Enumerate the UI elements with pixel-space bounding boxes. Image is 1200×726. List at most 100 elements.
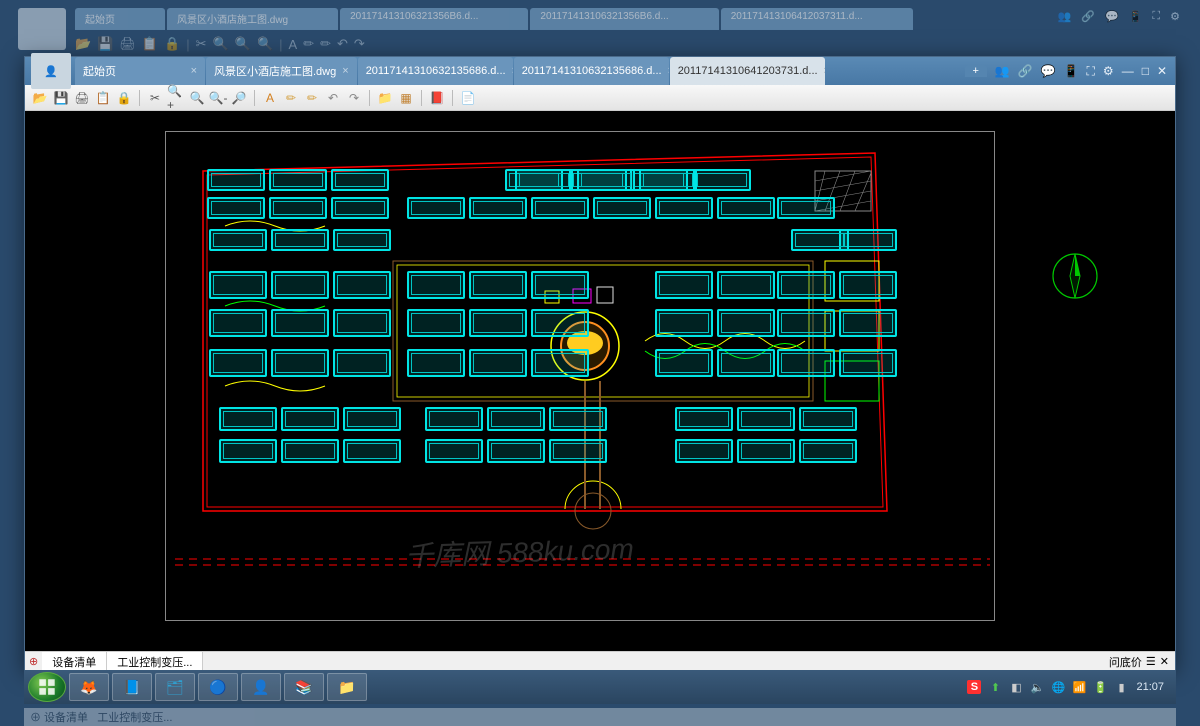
building-block <box>209 229 267 251</box>
building-block <box>737 407 795 431</box>
outer-tabs: 起始页风景区小酒店施工图.dwg201171413106321356B6.d..… <box>75 8 1180 30</box>
close-button[interactable]: ✕ <box>1157 64 1167 78</box>
tray-icon-5[interactable]: 📶 <box>1072 680 1086 694</box>
building-block <box>531 349 589 377</box>
building-block <box>655 197 713 219</box>
title-icon-4[interactable]: ⛶ <box>1087 64 1095 79</box>
tab-close-icon[interactable]: × <box>824 65 825 77</box>
toolbar-button[interactable]: ✂ <box>146 89 164 107</box>
toolbar-button[interactable]: 🔎 <box>230 89 248 107</box>
cad-canvas[interactable]: 千库网 588ku.com <box>25 111 1175 651</box>
ask-price-button[interactable]: 问底价 <box>1109 654 1142 670</box>
taskbar: 🦊📘🗂🔵👤📚📁 S ⬆ ◧ 🔈 🌐 📶 🔋 ▮ 21:07 <box>24 670 1176 704</box>
bottom-tab-2[interactable]: 工业控制变压... <box>107 652 203 672</box>
titlebar: 👤 起始页×风景区小酒店施工图.dwg×20117141310632135686… <box>25 57 1175 85</box>
building-block <box>407 197 465 219</box>
toolbar-button[interactable]: 🖨 <box>73 89 91 107</box>
taskbar-app-5[interactable]: 📚 <box>284 673 324 701</box>
maximize-button[interactable]: □ <box>1142 64 1149 78</box>
document-tab-1[interactable]: 风景区小酒店施工图.dwg× <box>206 57 357 85</box>
building-block <box>271 349 329 377</box>
building-block <box>209 309 267 337</box>
title-icon-0[interactable]: 👥 <box>995 64 1010 78</box>
building-block <box>271 309 329 337</box>
toolbar-button[interactable]: 💾 <box>52 89 70 107</box>
tab-close-icon[interactable]: × <box>668 65 669 77</box>
title-icon-5[interactable]: ⚙ <box>1103 64 1114 78</box>
tray-icon-2[interactable]: ◧ <box>1009 680 1023 694</box>
building-block <box>839 349 897 377</box>
document-tab-2[interactable]: 20117141310632135686.d...× <box>358 57 513 85</box>
building-block <box>737 439 795 463</box>
toolbar-button[interactable]: 📕 <box>428 89 446 107</box>
start-button[interactable] <box>28 672 66 702</box>
tray-icon-1[interactable]: ⬆ <box>988 680 1002 694</box>
building-block <box>331 197 389 219</box>
building-block <box>531 197 589 219</box>
cad-linework <box>25 111 1175 651</box>
taskbar-app-1[interactable]: 📘 <box>112 673 152 701</box>
document-tab-0[interactable]: 起始页× <box>75 57 205 85</box>
building-block <box>269 169 327 191</box>
building-block <box>331 169 389 191</box>
building-block <box>717 309 775 337</box>
clock[interactable]: 21:07 <box>1136 681 1164 693</box>
toolbar-button[interactable]: 🔒 <box>115 89 133 107</box>
toolbar-button[interactable]: ↶ <box>324 89 342 107</box>
building-block <box>271 229 329 251</box>
title-icon-3[interactable]: 📱 <box>1064 64 1079 78</box>
tab-close-icon[interactable]: × <box>191 65 197 77</box>
toolbar-button[interactable]: 🔍- <box>209 89 227 107</box>
document-tab-4[interactable]: 20117141310641203731.d...× <box>670 57 825 85</box>
tray-icon-3[interactable]: 🔈 <box>1030 680 1044 694</box>
building-block <box>655 309 713 337</box>
building-block <box>333 229 391 251</box>
bottom-close-icon[interactable]: ✕ <box>1160 655 1169 668</box>
toolbar-button[interactable]: A <box>261 89 279 107</box>
user-avatar[interactable]: 👤 <box>31 53 71 89</box>
building-block <box>717 271 775 299</box>
building-block <box>407 349 465 377</box>
title-icon-1[interactable]: 🔗 <box>1018 64 1033 78</box>
bottom-menu-icon[interactable]: ☰ <box>1146 655 1156 668</box>
tab-close-icon[interactable]: × <box>512 65 513 77</box>
toolbar-button[interactable]: 📋 <box>94 89 112 107</box>
minimize-button[interactable]: — <box>1122 64 1134 78</box>
building-block <box>531 271 589 299</box>
taskbar-app-3[interactable]: 🔵 <box>198 673 238 701</box>
building-block <box>549 439 607 463</box>
tab-close-icon[interactable]: × <box>342 65 348 77</box>
toolbar-button[interactable]: 📁 <box>376 89 394 107</box>
toolbar-button[interactable]: 📂 <box>31 89 49 107</box>
building-block <box>469 309 527 337</box>
building-block <box>219 439 277 463</box>
toolbar-button[interactable]: ✏ <box>303 89 321 107</box>
building-block <box>281 439 339 463</box>
building-block <box>333 271 391 299</box>
new-tab-button[interactable]: + <box>965 65 987 77</box>
tab-row: 起始页×风景区小酒店施工图.dwg×20117141310632135686.d… <box>75 57 965 85</box>
toolbar-button[interactable]: 📄 <box>459 89 477 107</box>
toolbar-button[interactable]: 🔍 <box>188 89 206 107</box>
tray-icon-4[interactable]: 🌐 <box>1051 680 1065 694</box>
tray-icon-7[interactable]: ▮ <box>1114 680 1128 694</box>
taskbar-app-2[interactable]: 🗂 <box>155 673 195 701</box>
bottom-tab-1[interactable]: 设备清单 <box>42 652 107 672</box>
taskbar-app-6[interactable]: 📁 <box>327 673 367 701</box>
toolbar-button[interactable]: ▦ <box>397 89 415 107</box>
toolbar-button[interactable]: 🔍+ <box>167 89 185 107</box>
tray-icon-6[interactable]: 🔋 <box>1093 680 1107 694</box>
tray-icon-0[interactable]: S <box>967 680 981 694</box>
taskbar-app-4[interactable]: 👤 <box>241 673 281 701</box>
taskbar-app-0[interactable]: 🦊 <box>69 673 109 701</box>
building-block <box>799 439 857 463</box>
toolbar-button[interactable]: ✏ <box>282 89 300 107</box>
toolbar-button[interactable]: ↷ <box>345 89 363 107</box>
building-block <box>343 439 401 463</box>
building-block <box>777 271 835 299</box>
building-block <box>675 439 733 463</box>
title-icon-2[interactable]: 💬 <box>1041 64 1056 78</box>
building-block <box>469 197 527 219</box>
building-block <box>791 229 849 251</box>
document-tab-3[interactable]: 20117141310632135686.d...× <box>514 57 669 85</box>
